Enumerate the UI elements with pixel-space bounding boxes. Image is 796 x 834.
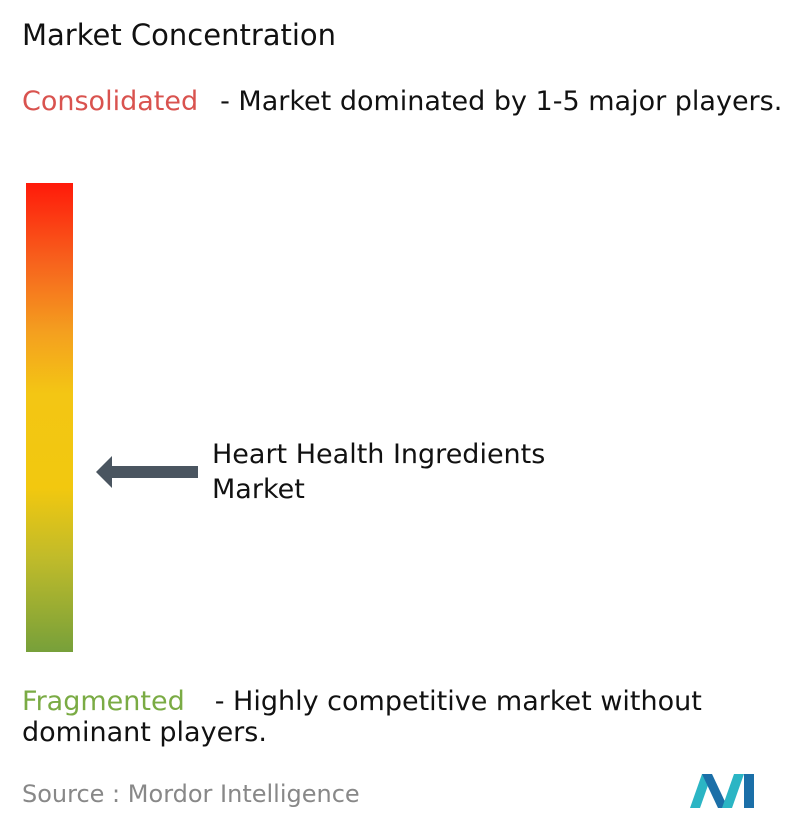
marker-arrow: [96, 456, 198, 488]
source-label: Source :: [22, 780, 121, 808]
fragmented-description: - Highly competitive market without domi…: [22, 686, 702, 748]
consolidated-description: - Market dominated by 1-5 major players.: [220, 86, 783, 117]
arrow-shape: [96, 456, 198, 488]
consolidated-label: Consolidated: [22, 86, 199, 117]
consolidated-text: Consolidated - Market dominated by 1-5 ma…: [22, 86, 792, 117]
logo-part: [702, 774, 728, 808]
source: Source : Mordor Intelligence: [22, 780, 360, 808]
logo-part: [744, 774, 754, 808]
source-name: Mordor Intelligence: [127, 780, 360, 808]
title: Market Concentration: [22, 18, 337, 52]
logo: [690, 774, 754, 808]
logo-part: [722, 774, 744, 808]
marker-label: Heart Health Ingredients Market: [212, 439, 546, 505]
fragmented-text: Fragmented - Highly competitive market wi…: [22, 686, 792, 748]
concentration-gradient: [26, 183, 73, 652]
fragmented-label: Fragmented: [22, 686, 185, 717]
